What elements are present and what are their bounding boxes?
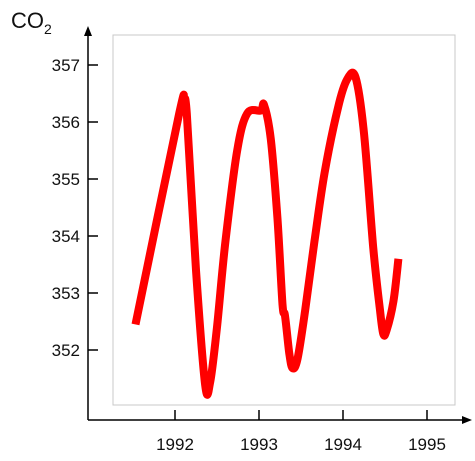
plot-frame bbox=[112, 34, 456, 406]
x-tick-label: 1995 bbox=[408, 435, 446, 454]
x-tick-label: 1992 bbox=[156, 435, 194, 454]
y-axis-arrow-icon bbox=[84, 26, 92, 36]
y-axis-label: CO2 bbox=[11, 8, 52, 37]
y-tick-label: 353 bbox=[52, 284, 80, 303]
y-tick-label: 354 bbox=[52, 227, 80, 246]
y-tick-label: 352 bbox=[52, 341, 80, 360]
y-tick-label: 355 bbox=[52, 170, 80, 189]
x-axis-arrow-icon bbox=[462, 416, 472, 424]
x-tick-label: 1993 bbox=[240, 435, 278, 454]
y-axis-label-subscript: 2 bbox=[44, 21, 52, 37]
y-tick-label: 357 bbox=[52, 56, 80, 75]
series-layer bbox=[131, 68, 403, 399]
y-ticks: 352 353 354 355 356 357 bbox=[52, 56, 98, 360]
x-ticks: 1992 1993 1994 1995 bbox=[156, 410, 446, 454]
x-tick-label: 1994 bbox=[324, 435, 362, 454]
y-tick-label: 356 bbox=[52, 113, 80, 132]
y-axis-label-main: CO bbox=[11, 8, 44, 33]
co2-series-line bbox=[131, 68, 403, 399]
